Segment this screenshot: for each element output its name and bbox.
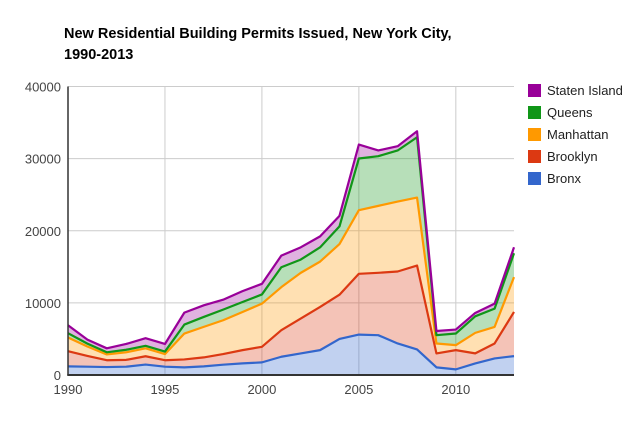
chart-title-line2: 1990-2013: [64, 47, 134, 63]
y-tick-label: 30000: [25, 152, 61, 167]
legend-swatch-manhattan: [528, 128, 541, 141]
x-tick-label: 1995: [150, 382, 179, 397]
series-area-queens: [68, 137, 514, 355]
series-line-bronx: [67, 333, 515, 371]
y-tick-label: 40000: [25, 80, 61, 95]
legend-swatch-brooklyn: [528, 150, 541, 163]
legend-label-queens: Queens: [547, 105, 593, 120]
series-line-brooklyn: [67, 264, 515, 362]
legend-label-bronx: Bronx: [547, 171, 581, 186]
y-tick-label: 10000: [25, 296, 61, 311]
x-tick-label: 1990: [54, 382, 83, 397]
legend-item-brooklyn: Brooklyn: [528, 150, 623, 172]
legend-label-staten-island: Staten Island: [547, 83, 623, 98]
series-line-staten-island: [67, 130, 516, 350]
series-area-brooklyn: [68, 265, 514, 370]
series-line-queens: [67, 136, 516, 354]
x-tick-label: 2000: [247, 382, 276, 397]
chart-legend: Staten Island Queens Manhattan Brooklyn Bron…: [528, 84, 623, 194]
legend-item-staten-island: Staten Island: [528, 84, 623, 106]
x-tick-label: 2010: [441, 382, 470, 397]
legend-item-bronx: Bronx: [528, 172, 623, 194]
x-tick-label: 2005: [344, 382, 373, 397]
chart-title: New Residential Building Permits Issued,…: [64, 24, 544, 66]
legend-swatch-staten-island: [528, 84, 541, 97]
chart-title-line1: New Residential Building Permits Issued,…: [64, 26, 452, 42]
series-area-bronx: [68, 334, 514, 375]
legend-label-manhattan: Manhattan: [547, 127, 609, 142]
legend-label-brooklyn: Brooklyn: [547, 149, 598, 164]
legend-item-manhattan: Manhattan: [528, 128, 623, 150]
series-line-manhattan: [67, 196, 516, 356]
legend-swatch-bronx: [528, 172, 541, 185]
legend-item-queens: Queens: [528, 106, 623, 128]
y-tick-label: 0: [54, 368, 61, 383]
legend-swatch-queens: [528, 106, 541, 119]
y-tick-label: 20000: [25, 224, 61, 239]
series-area-manhattan: [68, 197, 514, 361]
